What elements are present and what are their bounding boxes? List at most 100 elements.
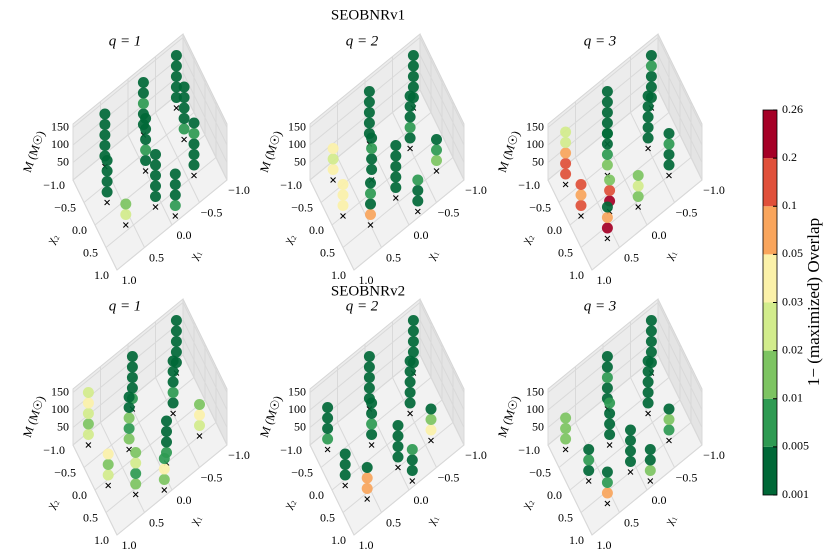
grid-line [309, 54, 465, 146]
point [99, 119, 111, 130]
floor-cross [666, 172, 672, 179]
y-axis-label: χ₂ [43, 231, 60, 246]
point [663, 149, 675, 160]
grid-line [309, 71, 465, 163]
grid-line [547, 336, 703, 428]
panel: −1.0 −0.5 0.0 0.5 1.0 −1.0 −0.5 0.0 0.5 1.0 50 100 1… [257, 32, 487, 287]
point [625, 456, 636, 467]
point [604, 185, 616, 196]
point [99, 108, 111, 120]
y-tick-label: −1.0 [280, 443, 302, 457]
floor-cross [191, 172, 197, 179]
point [178, 102, 190, 114]
point [404, 397, 416, 409]
point [604, 418, 616, 430]
point [404, 355, 416, 367]
point [137, 98, 149, 109]
point [194, 420, 205, 431]
point [150, 170, 161, 181]
point [404, 366, 416, 377]
x-tick-label: 0.0 [177, 493, 192, 507]
x-tick-label: −0.5 [201, 470, 223, 484]
point [130, 447, 142, 458]
point [425, 403, 437, 415]
colorbar-segment [763, 398, 777, 447]
grid-line [591, 179, 703, 271]
point [601, 149, 613, 160]
point [404, 90, 416, 102]
point [161, 426, 172, 437]
point [625, 424, 636, 436]
colorbar-tick-label: 0.01 [782, 391, 803, 405]
grid-line [116, 444, 228, 536]
point [412, 185, 424, 196]
point [363, 361, 375, 373]
point [560, 126, 572, 138]
point [327, 153, 339, 165]
panel-title: q = 1 [109, 298, 142, 314]
point [404, 387, 416, 398]
point [390, 171, 402, 183]
point [327, 143, 339, 154]
z-tick-label: 150 [51, 119, 69, 133]
point [363, 96, 375, 108]
point [390, 161, 402, 172]
point [82, 408, 94, 419]
point [120, 198, 132, 210]
grid-line [72, 336, 228, 428]
point [601, 382, 613, 394]
point [366, 397, 378, 409]
z-tick-label: 50 [294, 154, 306, 168]
panel: −1.0 −0.5 0.0 0.5 1.0 −1.0 −0.5 0.0 0.5 1.0 50 100 1… [20, 32, 250, 287]
point [363, 107, 375, 118]
point [404, 376, 416, 388]
y-tick-label: −1.0 [518, 443, 540, 457]
point [663, 159, 675, 171]
point [150, 180, 161, 192]
z-tick-label: 50 [532, 419, 544, 433]
colorbar-segment [763, 158, 777, 207]
x-tick-label: 0.5 [386, 250, 401, 264]
point [140, 123, 152, 135]
z-tick-label: 100 [51, 137, 69, 151]
y-tick-label: 0.0 [309, 223, 324, 237]
point [123, 412, 135, 424]
grid-line [353, 179, 465, 271]
point [339, 469, 351, 481]
floor-cross [627, 469, 634, 475]
point [188, 138, 200, 150]
point [642, 101, 654, 112]
point [407, 315, 419, 326]
point [642, 376, 654, 388]
x-tick-label: 1.0 [597, 273, 612, 287]
point [601, 201, 613, 213]
point [140, 144, 152, 156]
point [178, 123, 190, 135]
point [167, 387, 179, 398]
point [583, 465, 595, 476]
floor-cross [181, 136, 187, 143]
grid-line [331, 134, 443, 226]
point [366, 143, 378, 154]
grid-line [116, 179, 228, 271]
grid-line [72, 319, 228, 411]
point [169, 200, 181, 211]
point [560, 423, 572, 434]
point [337, 189, 349, 201]
point [642, 366, 654, 377]
point [601, 107, 613, 118]
point [406, 465, 418, 476]
grid-line [105, 157, 217, 248]
point [404, 101, 416, 112]
point [170, 92, 182, 103]
point [327, 164, 339, 175]
y-tick-label: 1.0 [94, 268, 109, 282]
point [412, 195, 424, 207]
x-axis-label: χ₁ [423, 247, 440, 262]
colorbar-segment [763, 206, 777, 255]
x-axis-label: χ₁ [423, 512, 440, 527]
x-tick-label: −1.0 [228, 183, 250, 197]
point [102, 459, 114, 470]
grid-line [72, 36, 228, 128]
